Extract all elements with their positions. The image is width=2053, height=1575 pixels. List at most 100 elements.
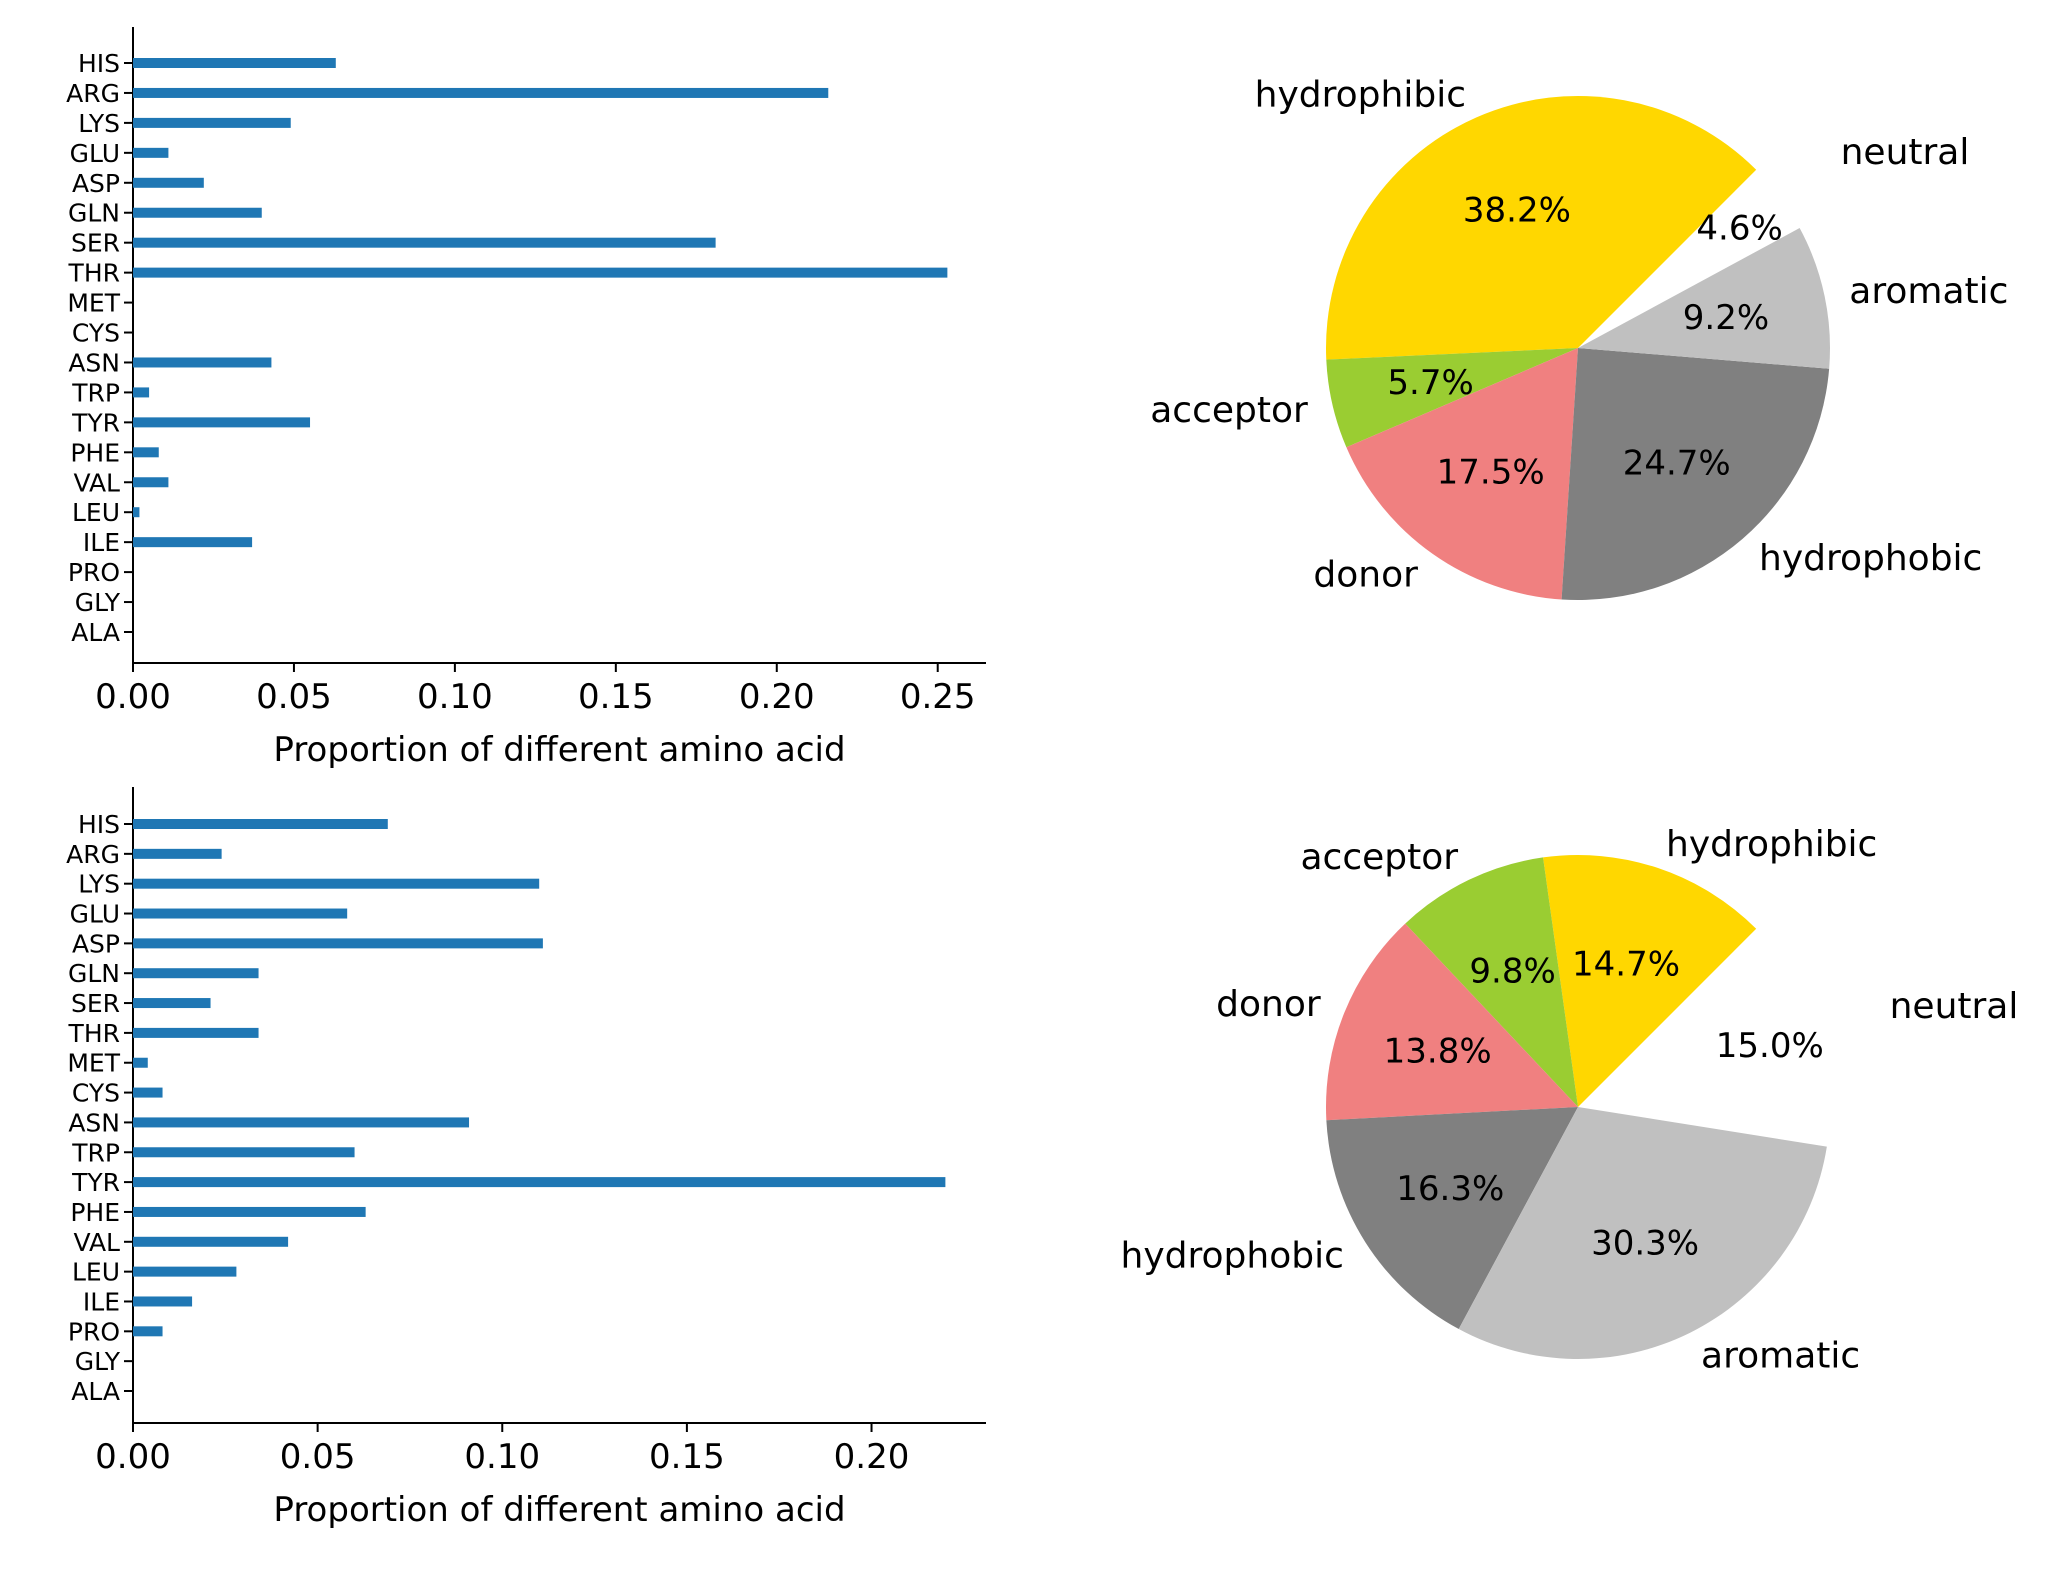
y-tick-label: ARG: [66, 840, 120, 869]
y-tick-label: ILE: [83, 528, 120, 557]
bar-cys: [133, 1087, 163, 1098]
bar-ile: [133, 537, 253, 548]
bar-his: [133, 819, 388, 829]
x-tick-label: 0.25: [900, 677, 976, 717]
pie-category-label: hydrophobic: [1759, 538, 1982, 579]
y-tick-label: ASP: [72, 169, 120, 198]
x-tick-label: 0.00: [95, 1437, 171, 1477]
pie-slice-donor: [1325, 923, 1578, 1121]
y-tick-label: ILE: [83, 1287, 120, 1316]
bar-trp: [133, 387, 150, 398]
bar-asn: [133, 1117, 470, 1128]
bar-arg: [133, 848, 222, 859]
pie-pct-label: 38.2%: [1463, 191, 1571, 231]
x-axis-title: Proportion of different amino acid: [273, 730, 845, 770]
bar-glu: [133, 908, 348, 919]
y-tick-label: THR: [68, 1019, 120, 1048]
bar-asn: [133, 357, 272, 368]
pie-category-label: donor: [1313, 554, 1418, 595]
bar-asp: [133, 177, 204, 188]
y-tick-label: CYS: [72, 319, 120, 348]
bar-glu: [133, 147, 169, 158]
pie-category-label: acceptor: [1300, 837, 1458, 878]
y-tick-label: PRO: [68, 1317, 120, 1346]
pie-category-label: aromatic: [1701, 1335, 1860, 1376]
bar-arg: [133, 87, 829, 98]
y-tick-label: VAL: [73, 1228, 120, 1257]
bar-asp: [133, 938, 543, 949]
pie-category-label: hydrophobic: [1121, 1235, 1344, 1276]
pie-slice-aromatic: [1458, 1107, 1827, 1360]
y-tick-label: HIS: [78, 49, 120, 78]
y-tick-label: ASN: [68, 348, 120, 377]
pie-pct-label: 30.3%: [1591, 1223, 1699, 1263]
pie-pct-label: 9.8%: [1469, 952, 1555, 992]
pie-category-label: donor: [1216, 984, 1321, 1025]
y-tick-label: ASP: [72, 929, 120, 958]
y-tick-label: LYS: [78, 870, 120, 899]
x-axis-title: Proportion of different amino acid: [273, 1490, 845, 1530]
bar-val: [133, 477, 169, 488]
pie-category-label: hydrophibic: [1666, 824, 1877, 865]
bar-trp: [133, 1147, 355, 1158]
pie-slice-hydrophobic: [1561, 348, 1830, 600]
bar-chart-bottom: HISARGLYSGLUASPGLNSERTHRMETCYSASNTRPTYRP…: [66, 787, 986, 1530]
y-tick-label: GLN: [68, 199, 120, 228]
x-tick-label: 0.15: [578, 677, 654, 717]
y-tick-label: ALA: [71, 1377, 120, 1406]
bar-met: [133, 1057, 148, 1068]
pie-pct-label: 14.7%: [1572, 945, 1680, 985]
bar-phe: [133, 1206, 366, 1217]
bar-lys: [133, 117, 291, 128]
pie-category-label: acceptor: [1150, 390, 1308, 431]
bar-chart-top: HISARGLYSGLUASPGLNSERTHRMETCYSASNTRPTYRP…: [66, 27, 986, 770]
bar-gln: [133, 207, 262, 218]
y-tick-label: PHE: [70, 1198, 120, 1227]
y-tick-label: LYS: [78, 109, 120, 138]
pie-category-label: aromatic: [1849, 271, 2008, 312]
y-tick-label: CYS: [72, 1079, 120, 1108]
bar-tyr: [133, 1177, 946, 1188]
x-tick-label: 0.00: [95, 677, 171, 717]
bar-phe: [133, 447, 159, 458]
pie-pct-label: 17.5%: [1437, 452, 1545, 492]
y-tick-label: LEU: [72, 498, 120, 527]
y-tick-label: VAL: [73, 468, 120, 497]
y-tick-label: TRP: [71, 1138, 120, 1167]
pie-category-label: hydrophibic: [1255, 74, 1466, 115]
y-tick-label: MET: [67, 289, 120, 318]
bar-leu: [133, 1266, 237, 1277]
x-tick-label: 0.20: [834, 1437, 910, 1477]
pie-pct-label: 13.8%: [1384, 1032, 1492, 1072]
y-tick-label: GLY: [75, 588, 121, 617]
x-tick-label: 0.05: [280, 1437, 356, 1477]
bar-lys: [133, 878, 540, 889]
pie-slice-hydrophibic: [1325, 95, 1757, 360]
bar-thr: [133, 1027, 259, 1038]
bar-his: [133, 58, 336, 68]
y-tick-label: HIS: [78, 810, 120, 839]
pie-pct-label: 5.7%: [1387, 363, 1473, 403]
pie-slice-neutral: [1625, 913, 1878, 1132]
bar-gln: [133, 968, 259, 979]
bar-ile: [133, 1296, 193, 1307]
y-tick-label: SER: [71, 229, 120, 258]
y-tick-label: MET: [67, 1049, 120, 1078]
pie-slice-hydrophobic: [1326, 1107, 1578, 1329]
pie-pct-label: 4.6%: [1696, 208, 1782, 248]
bar-leu: [133, 507, 140, 518]
pie-slice-acceptor: [1405, 857, 1578, 1107]
pie-category-label: neutral: [1890, 986, 2019, 1027]
y-tick-label: TYR: [71, 1168, 120, 1197]
bar-pro: [133, 1326, 163, 1337]
bar-val: [133, 1236, 289, 1247]
y-tick-label: THR: [68, 259, 120, 288]
y-tick-label: SER: [71, 989, 120, 1018]
pie-slice-hydrophibic: [1543, 855, 1757, 1107]
pie-pct-label: 15.0%: [1716, 1026, 1824, 1066]
pie-slice-neutral: [1618, 139, 1841, 318]
pie-chart-top: 38.2% hydrophibic 5.7% acceptor 17.5% donor 24…: [1150, 74, 2008, 600]
y-tick-label: TRP: [71, 378, 120, 407]
x-tick-label: 0.20: [739, 677, 815, 717]
